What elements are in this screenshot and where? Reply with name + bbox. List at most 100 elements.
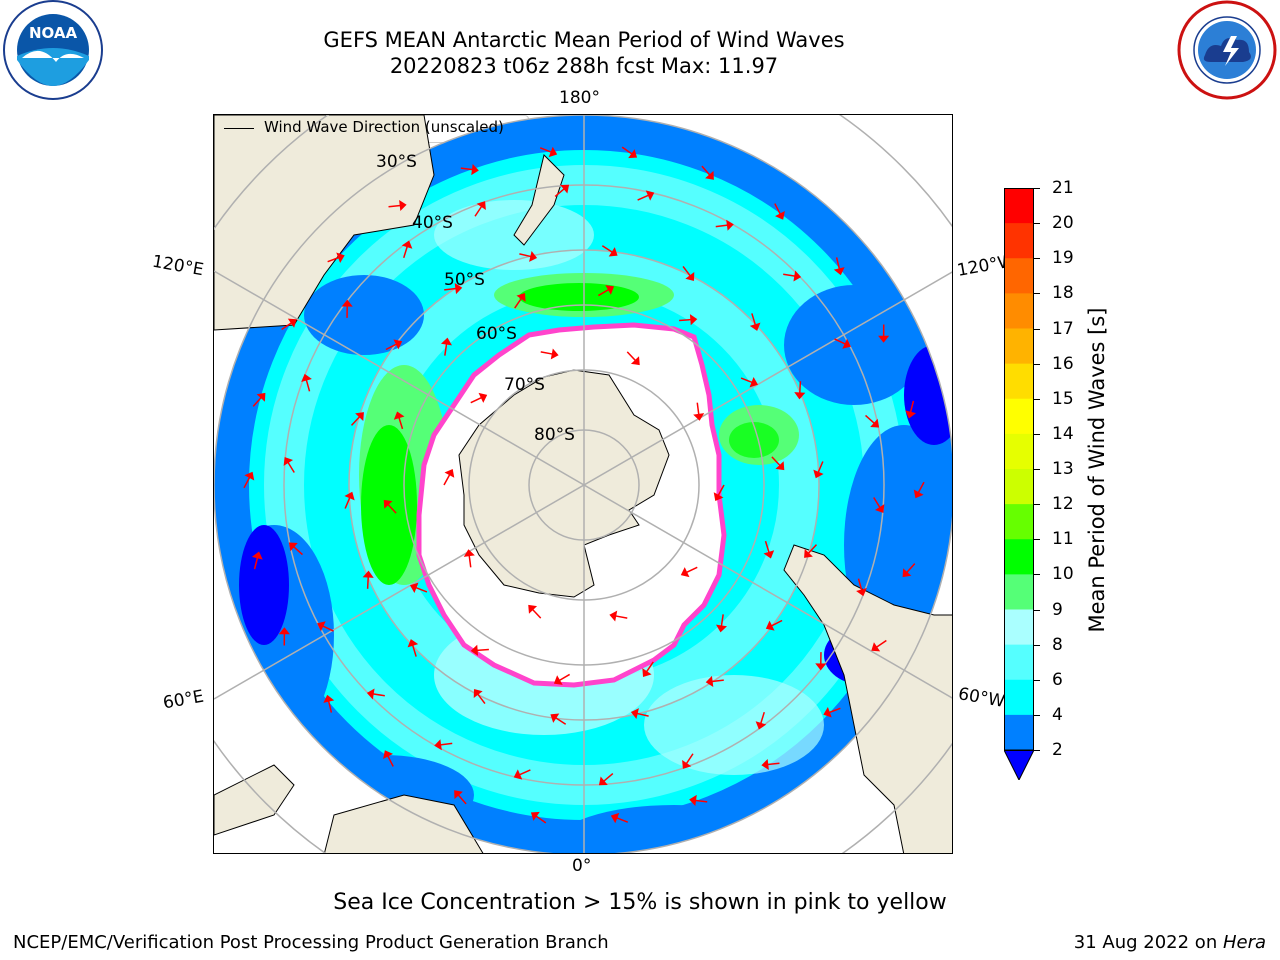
colorbar-tick-label: 21 xyxy=(1052,178,1074,198)
wind-arrow-shaft xyxy=(440,742,453,746)
wind-arrow-shaft xyxy=(281,322,292,331)
wind-arrow-shaft xyxy=(764,540,770,553)
wind-arrow-shaft xyxy=(477,693,486,705)
wind-arrow-shaft xyxy=(828,707,841,714)
wind-arrow-shaft xyxy=(817,461,824,473)
wind-arrow-shaft xyxy=(554,188,565,198)
wind-arrow-head xyxy=(530,811,540,821)
colorbar-band xyxy=(1004,398,1034,435)
wind-arrow-shaft xyxy=(696,402,700,415)
wind-arrow-shaft xyxy=(468,555,472,568)
wind-arrow-shaft xyxy=(760,711,765,724)
wind-arrow-head xyxy=(287,318,297,328)
wind-arrow-head xyxy=(775,461,785,471)
wind-arrow-head xyxy=(685,272,695,281)
wind-arrow-head xyxy=(630,708,639,720)
wind-arrow-shaft xyxy=(865,414,875,424)
wind-arrow-shaft xyxy=(771,456,781,467)
lat-label-50s: 50°S xyxy=(444,270,485,290)
colorbar-outline xyxy=(1004,188,1034,751)
wind-arrow-shaft xyxy=(243,476,251,489)
wind-arrow-shaft xyxy=(252,396,262,407)
wind-arrow-head xyxy=(434,739,442,751)
wind-arrow-head xyxy=(749,322,761,331)
footer-machine-name: Hera xyxy=(1222,932,1266,953)
wind-arrow-shaft xyxy=(857,578,863,591)
colorbar-tick-label: 16 xyxy=(1052,353,1074,374)
colorbar-band xyxy=(1004,363,1034,400)
wind-arrow-head xyxy=(642,668,652,677)
wind-arrow-head xyxy=(813,469,824,479)
wind-arrow-head xyxy=(905,410,917,419)
wind-arrow-head xyxy=(598,776,608,786)
wind-arrow-shaft xyxy=(601,245,613,253)
wind-arrow-shaft xyxy=(444,343,448,356)
wind-arrow-shaft xyxy=(327,256,340,263)
wind-arrow-head xyxy=(470,644,479,656)
wind-arrow-head xyxy=(355,412,364,421)
colorbar-tick-label: 17 xyxy=(1052,318,1074,339)
wind-arrow-shaft xyxy=(711,679,724,683)
colorbar-tick-label: 10 xyxy=(1052,564,1074,585)
wind-arrow-head xyxy=(550,348,559,360)
wind-arrow-head xyxy=(407,639,419,648)
wind-arrow-shaft xyxy=(603,772,614,782)
lat-label-60s: 60°S xyxy=(476,324,517,344)
wind-arrow-shaft xyxy=(514,297,523,309)
wind-arrow-shaft xyxy=(403,246,408,259)
colorbar-tick-label: 14 xyxy=(1052,423,1074,444)
wind-arrow-shaft xyxy=(443,474,451,486)
wind-arrow-head xyxy=(336,252,345,263)
wind-arrow-shaft xyxy=(366,576,369,589)
wind-arrow-head xyxy=(529,250,538,262)
colorbar-tick-label: 19 xyxy=(1052,248,1074,269)
colorbar-tick-mark xyxy=(1034,679,1040,681)
wind-arrow-shaft xyxy=(771,619,783,627)
colorbar-tick-label: 18 xyxy=(1052,283,1074,304)
wind-arrow-head xyxy=(278,627,290,635)
wind-arrow-head xyxy=(689,794,697,806)
wind-arrow-head xyxy=(833,267,845,276)
wind-arrow-head xyxy=(874,504,885,513)
wind-arrow-head xyxy=(645,190,655,201)
colorbar-tick-label: 2 xyxy=(1052,740,1063,760)
wind-arrow-head xyxy=(393,411,405,420)
footer-date-text: 31 Aug 2022 on xyxy=(1073,932,1223,953)
wind-arrow-head xyxy=(553,675,563,685)
wind-arrow-shaft xyxy=(873,497,881,509)
wind-arrow-shaft xyxy=(685,753,694,765)
wind-arrow-shaft xyxy=(686,566,698,574)
noaa-logo: NOAA xyxy=(0,0,106,100)
wind-arrow-shaft xyxy=(679,318,692,322)
colorbar-label: Mean Period of Wind Waves [s] xyxy=(1085,307,1109,633)
wind-arrow-head xyxy=(444,469,455,478)
wind-arrow-head xyxy=(283,457,294,466)
wind-arrow-head xyxy=(341,299,353,307)
colorbar-band xyxy=(1004,504,1034,540)
wind-arrow-shaft xyxy=(444,287,457,291)
wind-arrow-head xyxy=(440,337,452,346)
wind-arrow-shaft xyxy=(387,503,397,514)
lon-label-120e: 120°E xyxy=(150,251,206,281)
colorbar-tick-mark xyxy=(1034,398,1040,400)
lon-label-180: 180° xyxy=(559,88,600,108)
wind-arrow-shaft xyxy=(645,661,654,673)
wind-arrow-head xyxy=(383,499,393,509)
wind-arrow-head xyxy=(528,604,538,614)
wind-arrow-head xyxy=(705,170,714,180)
wind-arrow-head xyxy=(804,549,813,558)
wind-arrow-head xyxy=(608,247,618,257)
wind-arrow-head xyxy=(682,760,692,769)
colorbar-band xyxy=(1004,644,1034,681)
colorbar-tick-mark xyxy=(1034,223,1040,225)
wind-arrow-head xyxy=(344,491,355,501)
wind-arrow-shaft xyxy=(621,146,633,155)
wind-arrow-shaft xyxy=(682,265,691,277)
wind-arrow-shaft xyxy=(917,481,925,494)
colorbar-tick-label: 8 xyxy=(1052,634,1063,655)
wind-arrow-shaft xyxy=(751,313,757,326)
colorbar-under-triangle xyxy=(1003,749,1035,782)
wind-arrow-shaft xyxy=(616,817,629,823)
wind-arrow-head xyxy=(409,582,419,593)
wind-arrow-shaft xyxy=(322,625,334,632)
